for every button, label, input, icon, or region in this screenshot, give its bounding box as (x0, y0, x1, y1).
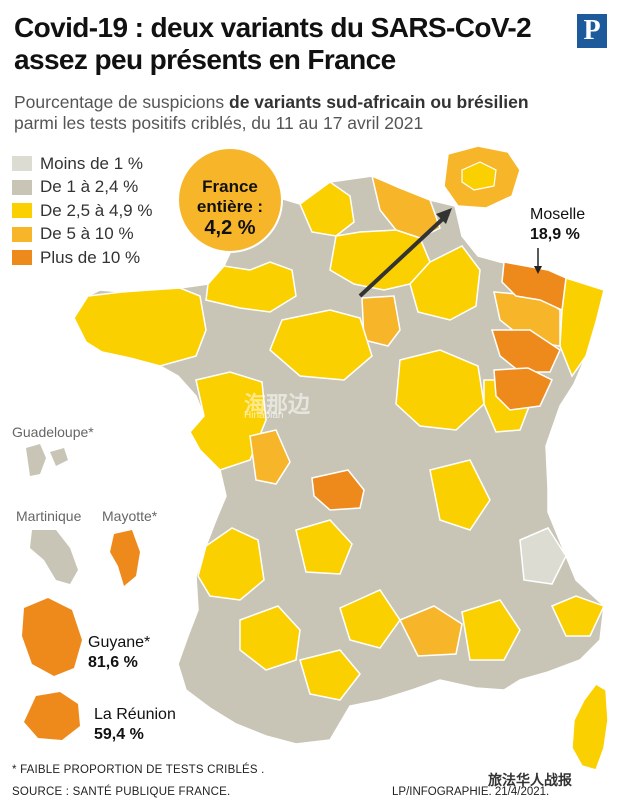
region-provence (461, 599, 521, 661)
guadeloupe-label: Guadeloupe* (12, 424, 94, 440)
footnote: * FAIBLE PROPORTION DE TESTS CRIBLÉS . (12, 764, 265, 776)
legend-label: De 2,5 à 4,9 % (40, 200, 153, 220)
subtitle-emphasis: de variants sud-africain ou brésilien (229, 92, 529, 112)
source: SOURCE : SANTÉ PUBLIQUE FRANCE. (12, 786, 231, 798)
region-touraine (249, 429, 291, 485)
credit: LP/INFOGRAPHIE. 21/4/2021. (392, 786, 550, 798)
legend-item: Plus de 10 % (12, 246, 152, 270)
legend-swatch (12, 226, 32, 242)
reunion-label: La Réunion (94, 706, 176, 723)
moselle-value: 18,9 % (530, 226, 580, 243)
region-brittany (73, 287, 207, 367)
guyane-label: Guyane* (88, 634, 151, 651)
legend-swatch (12, 203, 32, 219)
legend-item: De 2,5 à 4,9 % (12, 199, 152, 223)
region-pyrenees (299, 649, 361, 701)
arrow-to-inset (358, 212, 450, 298)
region-cher (311, 469, 365, 511)
region-west (189, 371, 267, 471)
reunion-value: 59,4 % (94, 726, 144, 743)
legend-item: De 1 à 2,4 % (12, 176, 152, 200)
inset-paris-core (461, 161, 497, 191)
watermark-sub: Hinabian (244, 410, 284, 421)
region-occitanie-east (339, 589, 401, 649)
title-line-2: assez peu présents en France (14, 44, 396, 75)
wechat-account: 旅法华人战报 (488, 772, 572, 788)
page-title: Covid-19 : deux variants du SARS-CoV-2 a… (14, 12, 554, 76)
region-moselle (501, 261, 567, 312)
region-gard (398, 605, 463, 657)
corsica (571, 683, 609, 771)
region-rhone (429, 459, 491, 531)
legend-label: De 5 à 10 % (40, 224, 134, 244)
subtitle: Pourcentage de suspicions de variants su… (14, 92, 614, 134)
region-aquitaine (197, 527, 265, 601)
france-total-badge (177, 147, 283, 253)
arrow-to-inset-head (436, 208, 452, 224)
watermark: 海那边 (244, 392, 311, 417)
title-line-1: Covid-19 : deux variants du SARS-CoV-2 (14, 12, 532, 43)
le-parisien-logo: P (577, 14, 607, 48)
region-paris-south (361, 295, 401, 347)
region-alsace (559, 277, 605, 378)
martinique (30, 530, 78, 584)
region-alps-south (519, 527, 567, 585)
guadeloupe (26, 444, 68, 476)
martinique-label: Martinique (16, 508, 82, 524)
la-reunion (24, 692, 80, 740)
legend-item: De 5 à 10 % (12, 223, 152, 247)
france-total-line-2: entière : (197, 197, 263, 216)
region-sud-ouest (239, 605, 301, 671)
subtitle-line-2: parmi les tests positifs criblés, du 11 … (14, 113, 424, 133)
region-centre (269, 309, 373, 381)
france-total-line-1: France (202, 177, 258, 196)
region-champagne (409, 245, 481, 321)
region-north-coast (299, 181, 355, 237)
region-burgundy (395, 349, 485, 431)
legend-swatch (12, 179, 32, 195)
region-massif (295, 519, 353, 575)
france-total-value: 4,2 % (204, 217, 255, 239)
legend-label: Moins de 1 % (40, 153, 143, 173)
legend-label: Plus de 10 % (40, 247, 141, 267)
region-haute-saone (493, 367, 553, 411)
region-meurthe (490, 329, 561, 373)
legend-swatch (12, 156, 32, 172)
moselle-label: Moselle (530, 206, 586, 223)
legend: Moins de 1 % De 1 à 2,4 % De 2,5 à 4,9 %… (12, 152, 152, 270)
legend-swatch (12, 250, 32, 266)
guyane (22, 598, 82, 676)
region-cote-azur (550, 595, 606, 637)
legend-label: De 1 à 2,4 % (40, 177, 139, 197)
subtitle-prefix: Pourcentage de suspicions (14, 92, 229, 112)
mayotte-label: Mayotte* (102, 508, 158, 524)
arrow-to-moselle-head (534, 266, 542, 274)
guyane-value: 81,6 % (88, 654, 138, 671)
region-normandy-west (205, 261, 297, 313)
mayotte (110, 530, 140, 586)
legend-item: Moins de 1 % (12, 152, 152, 176)
